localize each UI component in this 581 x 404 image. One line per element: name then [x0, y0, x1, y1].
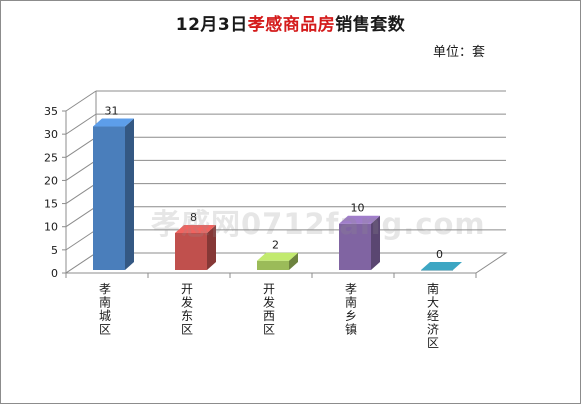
bar — [175, 232, 207, 270]
y-tick-label: 5 — [51, 244, 58, 257]
gridline-side — [65, 206, 97, 228]
bar-side — [207, 224, 216, 270]
chart-title: 12月3日孝感商品房销售套数 — [1, 10, 580, 35]
bar-top — [339, 215, 380, 224]
bar-top — [257, 252, 298, 261]
data-label: 8 — [190, 211, 197, 224]
bar-side — [289, 252, 298, 270]
x-tick-label: 孝南乡镇 — [345, 282, 357, 337]
bar — [257, 260, 289, 270]
y-tick-label: 30 — [44, 128, 58, 141]
watermark: 孝感网0712fang.com — [151, 207, 486, 241]
y-tick-label: 15 — [44, 198, 58, 211]
title-prefix: 12月3日 — [175, 15, 248, 35]
bar-top — [93, 118, 134, 127]
bar-side — [371, 215, 380, 270]
y-tick-label: 0 — [51, 267, 58, 280]
y-tick-label: 10 — [44, 221, 58, 234]
bar — [421, 270, 453, 271]
y-tick-label: 25 — [44, 151, 58, 164]
x-tick-label: 开发东区 — [181, 282, 193, 337]
bar — [339, 223, 371, 270]
unit-label: 单位：套 — [433, 45, 486, 60]
x-tick-label: 南大经济区 — [427, 281, 439, 350]
y-tick-label: 35 — [44, 105, 58, 118]
data-label: 31 — [105, 105, 119, 118]
x-tick-label: 孝南城区 — [99, 282, 111, 337]
gridline-side — [65, 113, 97, 135]
y-tick-label: 20 — [44, 174, 58, 187]
bar-top — [175, 224, 216, 233]
title-highlight: 孝感商品房 — [247, 15, 336, 35]
gridline-side — [65, 183, 97, 204]
data-label: 10 — [351, 202, 365, 215]
gridline-side — [65, 90, 97, 112]
data-label: 0 — [436, 248, 443, 261]
gridline-side — [65, 136, 97, 158]
bar-top — [421, 262, 462, 270]
gridline-side — [65, 160, 97, 181]
bar — [93, 126, 125, 270]
title-suffix: 销售套数 — [335, 15, 406, 35]
x-tick-label: 开发西区 — [263, 282, 275, 337]
bar-side — [125, 118, 134, 270]
gridline-side — [65, 229, 97, 251]
data-label: 2 — [272, 239, 279, 252]
